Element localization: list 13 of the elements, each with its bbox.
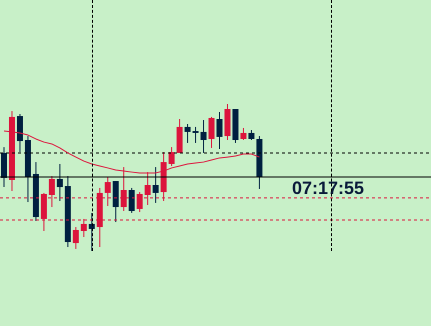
candlestick	[128, 187, 135, 214]
candlestick	[168, 146, 175, 167]
annotation: 07:17:55	[292, 178, 364, 198]
candlestick	[216, 111, 222, 150]
candlestick	[208, 116, 215, 148]
candlestick	[200, 120, 207, 154]
candlestick	[192, 126, 199, 144]
candlestick	[240, 127, 246, 141]
candlestick	[72, 226, 79, 250]
candlestick	[56, 163, 63, 202]
candlestick	[248, 130, 254, 141]
candlestick	[184, 123, 191, 144]
candlestick	[152, 166, 159, 204]
